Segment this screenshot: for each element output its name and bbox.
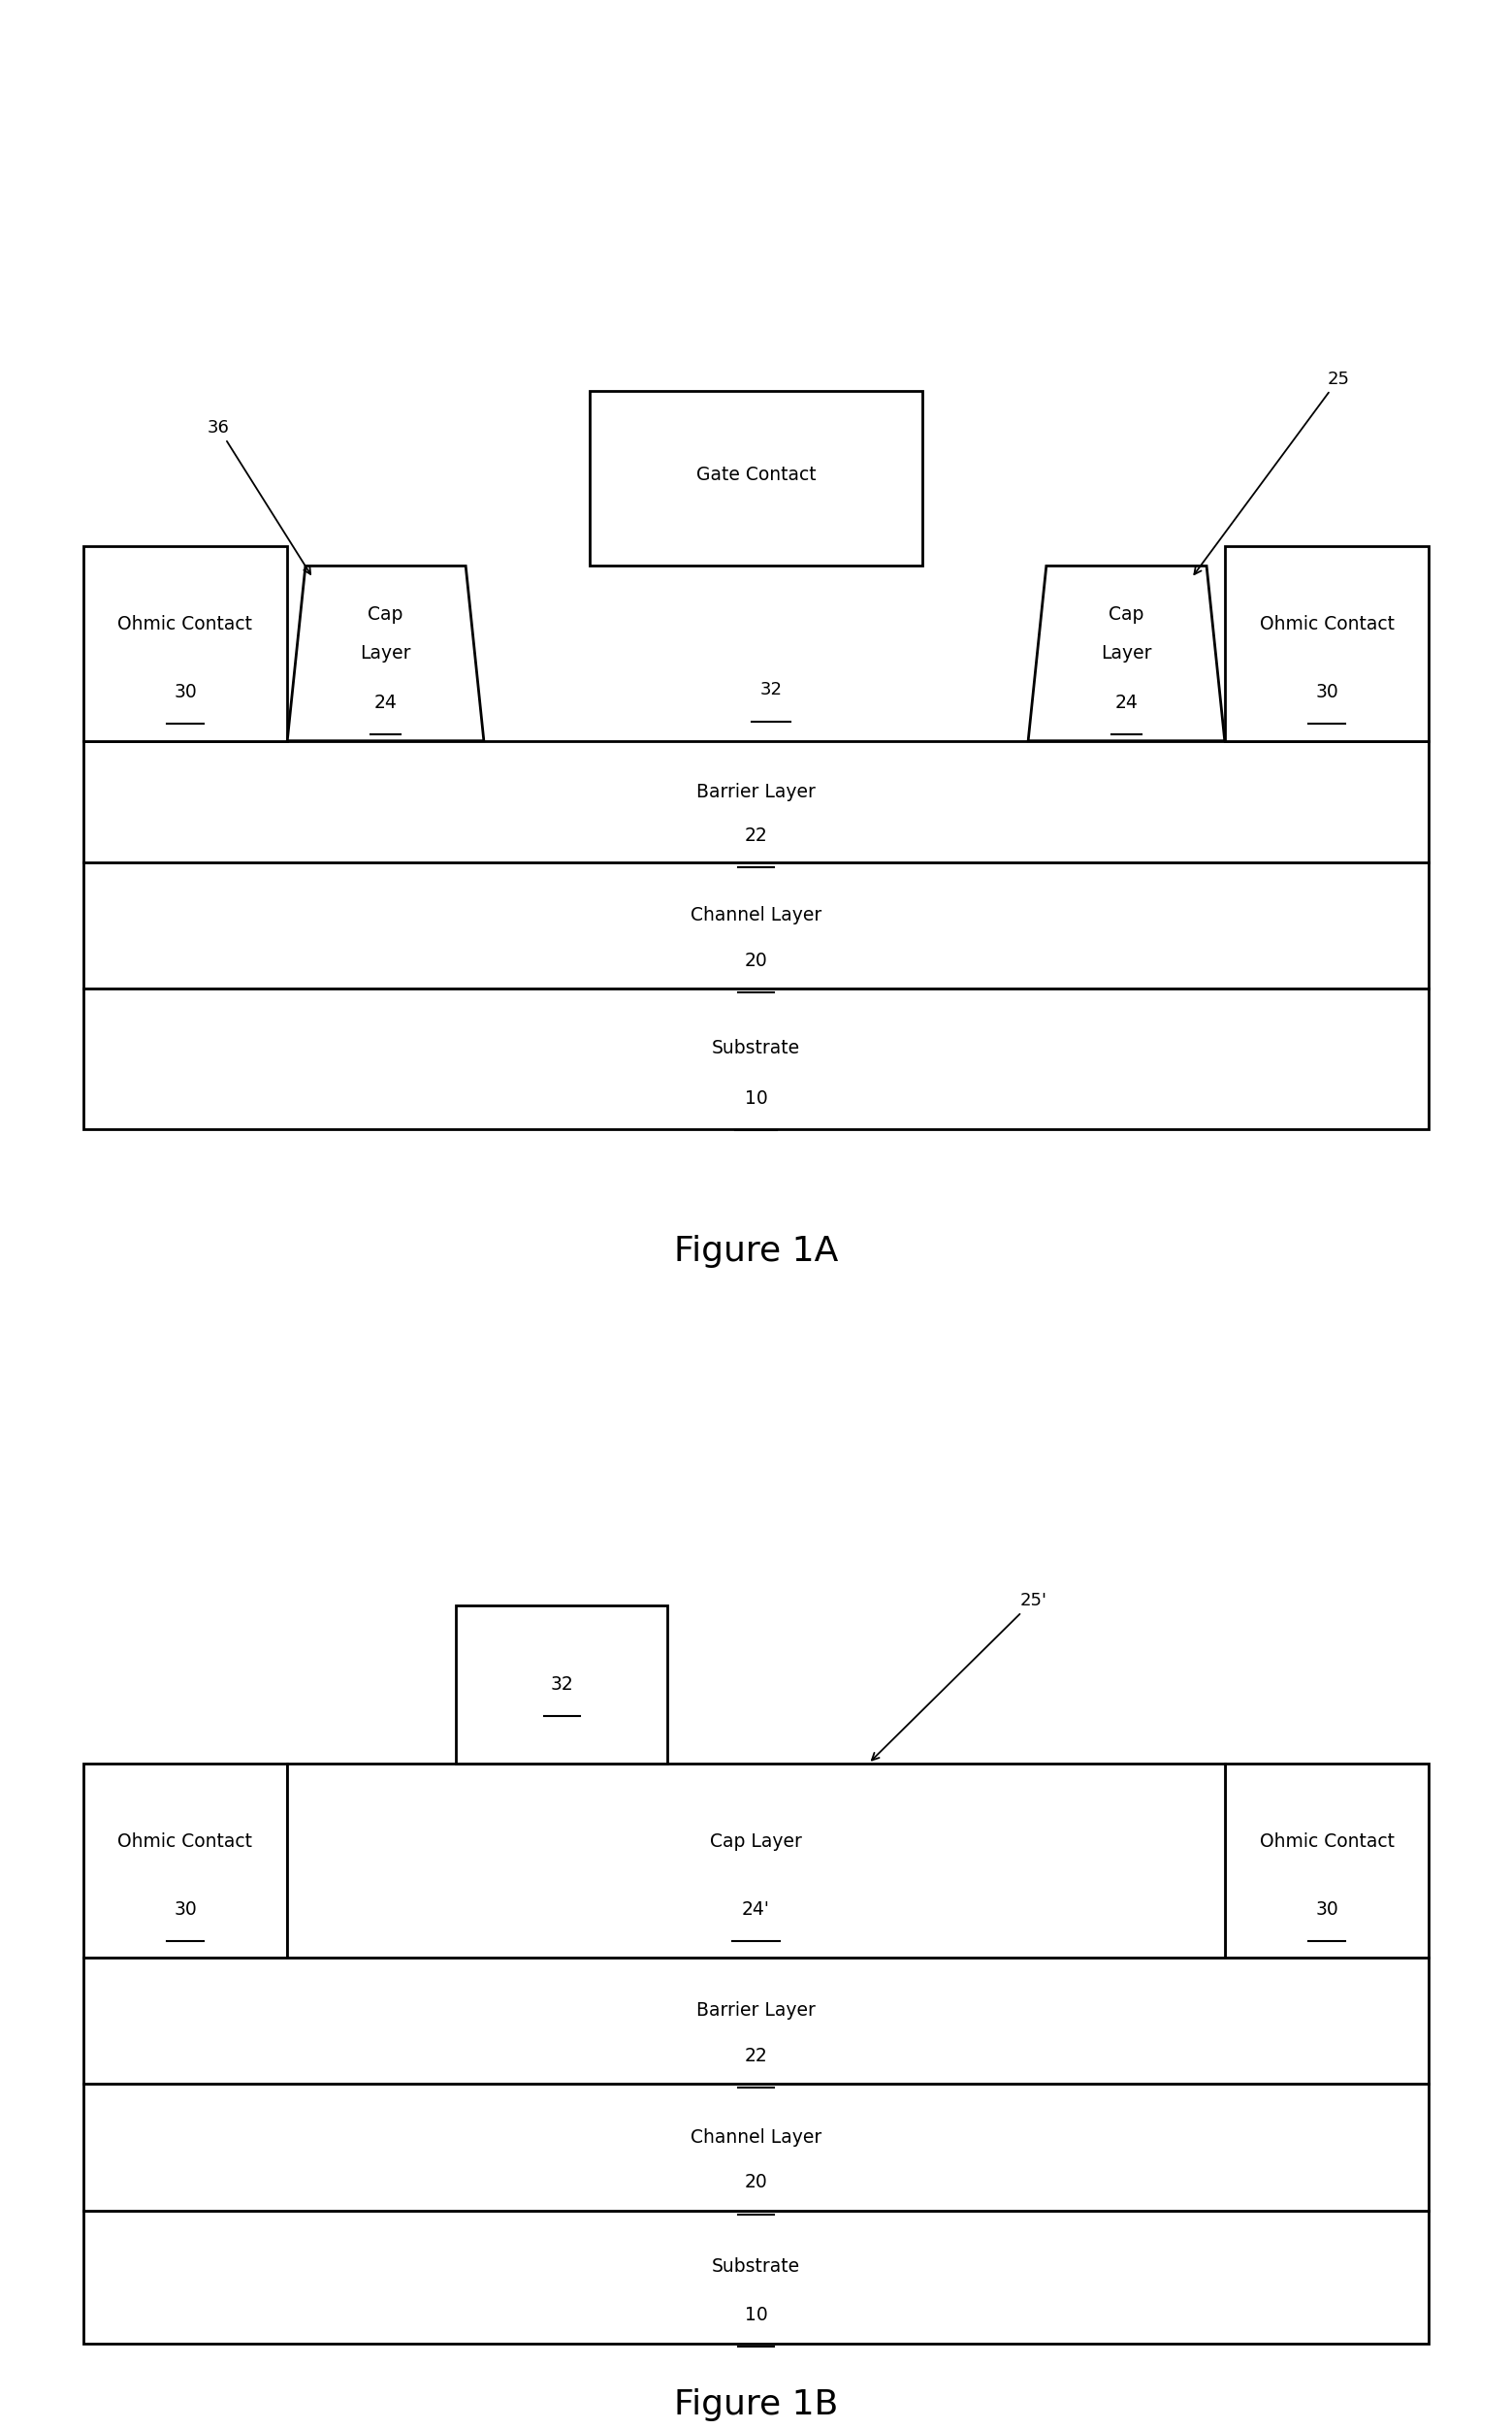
Bar bbox=[83, 1763, 287, 1958]
Text: Layer: Layer bbox=[360, 644, 411, 663]
Text: Ohmic Contact: Ohmic Contact bbox=[118, 1831, 253, 1851]
Text: 36: 36 bbox=[207, 418, 310, 573]
Text: Gate Contact: Gate Contact bbox=[696, 466, 816, 483]
Text: 30: 30 bbox=[174, 1899, 197, 1919]
Polygon shape bbox=[287, 566, 484, 741]
Text: 24': 24' bbox=[742, 1899, 770, 1919]
Text: 30: 30 bbox=[174, 683, 197, 702]
Bar bbox=[1225, 1763, 1429, 1958]
Text: 22: 22 bbox=[744, 2048, 768, 2065]
Text: Channel Layer: Channel Layer bbox=[691, 906, 821, 925]
Text: 10: 10 bbox=[744, 1088, 768, 1108]
Bar bbox=[590, 391, 922, 566]
Text: Cap: Cap bbox=[367, 605, 404, 624]
Text: Figure 1A: Figure 1A bbox=[674, 1234, 838, 1268]
Text: Substrate: Substrate bbox=[712, 2257, 800, 2276]
Text: Substrate: Substrate bbox=[712, 1040, 800, 1057]
Text: Layer: Layer bbox=[1101, 644, 1152, 663]
Text: Ohmic Contact: Ohmic Contact bbox=[1259, 1831, 1394, 1851]
Text: Barrier Layer: Barrier Layer bbox=[697, 782, 815, 802]
Bar bbox=[83, 1958, 1429, 2084]
Text: Cap Layer: Cap Layer bbox=[711, 1831, 801, 1851]
Text: 24: 24 bbox=[373, 692, 398, 712]
Text: Cap: Cap bbox=[1108, 605, 1145, 624]
Bar bbox=[1225, 547, 1429, 741]
Text: 32: 32 bbox=[761, 680, 782, 700]
Text: Barrier Layer: Barrier Layer bbox=[697, 2001, 815, 2021]
Text: 22: 22 bbox=[744, 826, 768, 845]
Bar bbox=[83, 547, 287, 741]
Text: 20: 20 bbox=[744, 2174, 768, 2191]
Text: 30: 30 bbox=[1315, 1899, 1338, 1919]
Text: 32: 32 bbox=[550, 1676, 573, 1693]
Polygon shape bbox=[1028, 566, 1225, 741]
Bar bbox=[83, 989, 1429, 1129]
Text: 24: 24 bbox=[1114, 692, 1139, 712]
Text: 30: 30 bbox=[1315, 683, 1338, 702]
Text: 20: 20 bbox=[744, 952, 768, 969]
Bar bbox=[83, 2084, 1429, 2210]
Text: 10: 10 bbox=[744, 2305, 768, 2325]
Text: Ohmic Contact: Ohmic Contact bbox=[1259, 615, 1394, 634]
Text: 25': 25' bbox=[872, 1591, 1046, 1761]
Bar bbox=[83, 862, 1429, 989]
Text: Channel Layer: Channel Layer bbox=[691, 2128, 821, 2147]
Bar bbox=[287, 1763, 1225, 1958]
Text: Ohmic Contact: Ohmic Contact bbox=[118, 615, 253, 634]
Text: Figure 1B: Figure 1B bbox=[674, 2388, 838, 2422]
Text: 25: 25 bbox=[1194, 369, 1350, 573]
Bar bbox=[83, 741, 1429, 862]
Bar bbox=[83, 2210, 1429, 2344]
Bar bbox=[457, 1606, 668, 1763]
